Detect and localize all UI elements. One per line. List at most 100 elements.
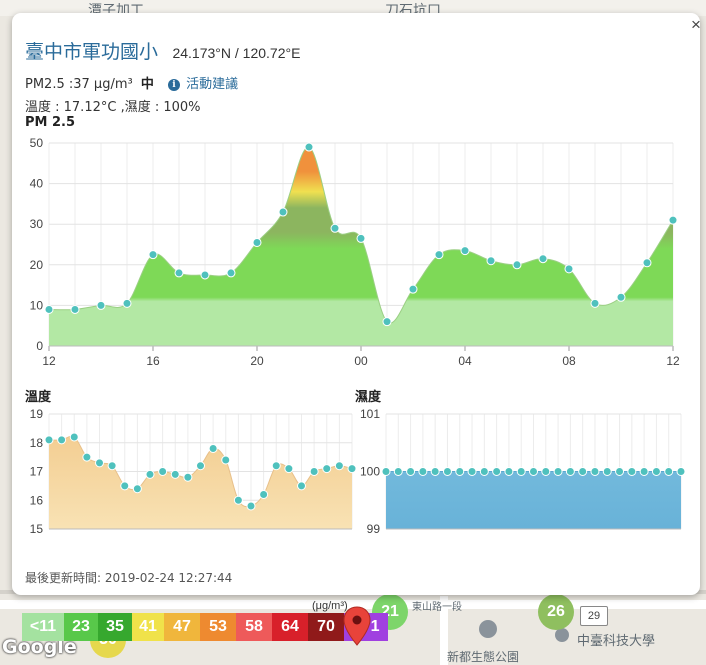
y-tick-label: 50 — [30, 136, 44, 150]
data-point — [564, 264, 574, 274]
legend-item: 58 — [236, 613, 272, 641]
data-point — [590, 467, 600, 476]
data-point — [565, 467, 575, 476]
legend-item: <11 — [22, 613, 64, 641]
x-tick-label: 04 — [458, 354, 472, 368]
location-marker-icon[interactable] — [343, 606, 371, 646]
data-point — [442, 467, 452, 476]
data-point — [304, 142, 314, 152]
data-point — [278, 207, 288, 217]
data-point — [145, 469, 155, 479]
pm25-summary: PM2.5 :37 μg/m³ 中 i 活動建議 — [25, 73, 238, 92]
data-point — [434, 250, 444, 260]
legend-item: 64 — [272, 613, 308, 641]
pm25-value: PM2.5 :37 μg/m³ — [25, 77, 133, 92]
temperature-chart-title: 溫度 — [25, 390, 52, 405]
data-point — [615, 467, 625, 476]
data-point — [676, 467, 686, 476]
data-point — [504, 467, 514, 476]
info-icon[interactable]: i — [168, 79, 180, 91]
x-tick-label: 00 — [354, 354, 368, 368]
data-point — [148, 250, 158, 260]
data-point — [107, 461, 117, 471]
aqi-station-badge[interactable]: 26 — [538, 594, 574, 630]
map-road — [440, 596, 448, 665]
legend-item: 70 — [308, 613, 344, 641]
map-road — [0, 600, 706, 609]
data-point — [538, 254, 548, 264]
weather-summary: 溫度 : 17.12°C ,濕度 : 100% — [25, 100, 201, 115]
pm25-level: 中 — [140, 77, 154, 92]
poi-pin-icon[interactable] — [479, 620, 497, 638]
data-point — [297, 481, 306, 491]
last-updated: 最後更新時間: 2019-02-24 12:27:44 — [25, 571, 233, 585]
data-point — [382, 317, 392, 327]
data-point — [492, 467, 502, 476]
data-point — [196, 461, 205, 471]
map-road — [0, 0, 706, 16]
data-point — [578, 467, 588, 476]
x-tick-label: 16 — [146, 354, 160, 368]
humidity-chart: 99 100 101 — [360, 407, 686, 536]
data-point — [226, 268, 236, 278]
station-name: 臺中市軍功國小 — [25, 41, 159, 63]
data-point — [259, 490, 269, 499]
y-tick-label: 17 — [30, 465, 44, 479]
data-point — [96, 300, 106, 310]
data-point — [271, 461, 281, 471]
data-point — [322, 464, 332, 474]
data-point — [381, 467, 391, 476]
legend-unit: (μg/m³) — [312, 600, 348, 612]
data-point — [82, 452, 92, 462]
y-tick-label: 10 — [30, 298, 44, 312]
legend-item: 41 — [132, 613, 164, 641]
data-point — [616, 292, 626, 302]
y-tick-label: 30 — [30, 217, 44, 231]
data-point — [174, 268, 184, 278]
data-point — [208, 444, 218, 453]
activity-advice-link[interactable]: 活動建議 — [186, 77, 239, 92]
data-point — [122, 298, 132, 308]
data-point — [479, 467, 489, 476]
data-point — [334, 461, 344, 471]
data-point — [246, 501, 256, 511]
close-icon[interactable]: × — [691, 15, 701, 34]
data-point — [57, 435, 67, 445]
data-point — [408, 284, 418, 294]
map-place-label: 中臺科技大學 — [577, 634, 656, 649]
data-point — [200, 270, 210, 280]
legend-item: 35 — [98, 613, 132, 641]
data-point — [70, 304, 80, 314]
data-point — [430, 467, 440, 476]
data-point — [541, 467, 551, 476]
route-shield: 29 — [580, 606, 608, 626]
y-tick-label: 99 — [367, 522, 381, 536]
y-tick-label: 101 — [360, 407, 380, 421]
pm25-chart: 0 10 20 30 40 50 12 16 20 00 04 08 12 — [30, 136, 680, 368]
series-area — [386, 471, 681, 529]
data-point — [418, 467, 428, 476]
pm25-chart-title: PM 2.5 — [25, 115, 76, 130]
data-point — [233, 495, 243, 505]
legend-item: 47 — [164, 613, 200, 641]
data-point — [170, 469, 180, 479]
data-point — [590, 298, 600, 308]
y-tick-label: 15 — [30, 522, 44, 536]
data-point — [132, 484, 142, 494]
data-point — [330, 223, 340, 233]
data-point — [183, 472, 193, 482]
data-point — [529, 467, 538, 476]
station-info-popup: × 臺中市軍功國小 24.173°N / 120.72°E PM2.5 :37 … — [12, 13, 701, 595]
data-point — [44, 435, 54, 445]
data-point — [221, 455, 231, 465]
poi-pin-icon[interactable] — [555, 628, 569, 642]
data-point — [120, 481, 130, 491]
data-point — [664, 467, 674, 476]
data-point — [158, 467, 168, 476]
station-coordinates: 24.173°N / 120.72°E — [172, 45, 301, 61]
x-tick-label: 12 — [666, 354, 680, 368]
data-point — [393, 467, 403, 476]
data-point — [347, 464, 357, 474]
data-point — [668, 215, 678, 225]
data-point — [455, 467, 465, 476]
